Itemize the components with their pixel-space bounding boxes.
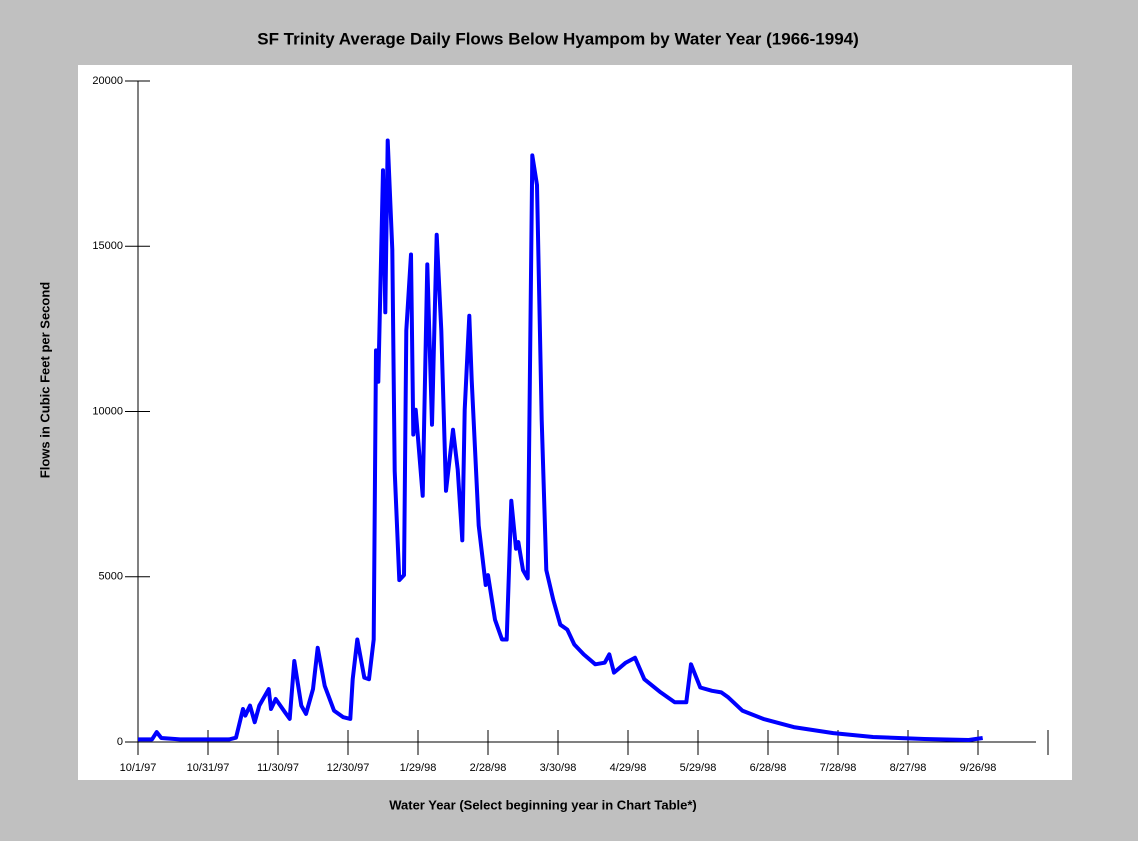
x-tick-label: 5/29/98 (680, 762, 717, 774)
chart-title: SF Trinity Average Daily Flows Below Hya… (257, 29, 859, 48)
x-tick-label: 3/30/98 (540, 762, 577, 774)
y-tick-label: 0 (117, 736, 123, 748)
x-axis-label: Water Year (Select beginning year in Cha… (389, 797, 697, 812)
x-tick-label: 12/30/97 (327, 762, 370, 774)
x-tick-label: 8/27/98 (890, 762, 927, 774)
y-tick-label: 5000 (99, 571, 123, 583)
x-tick-label: 4/29/98 (610, 762, 647, 774)
x-tick-label: 9/26/98 (960, 762, 997, 774)
y-tick-label: 15000 (92, 240, 123, 252)
plot-background (78, 65, 1072, 780)
x-tick-label: 6/28/98 (750, 762, 787, 774)
y-tick-label: 10000 (92, 405, 123, 417)
x-tick-label: 10/31/97 (187, 762, 230, 774)
x-tick-label: 2/28/98 (470, 762, 507, 774)
x-tick-label: 1/29/98 (400, 762, 437, 774)
flow-line (138, 138, 983, 742)
y-axis-label: Flows in Cubic Feet per Second (37, 282, 52, 479)
x-tick-label: 7/28/98 (820, 762, 857, 774)
x-tick-label: 10/1/97 (120, 762, 157, 774)
y-tick-label: 20000 (92, 75, 123, 87)
x-tick-label: 11/30/97 (257, 762, 299, 774)
